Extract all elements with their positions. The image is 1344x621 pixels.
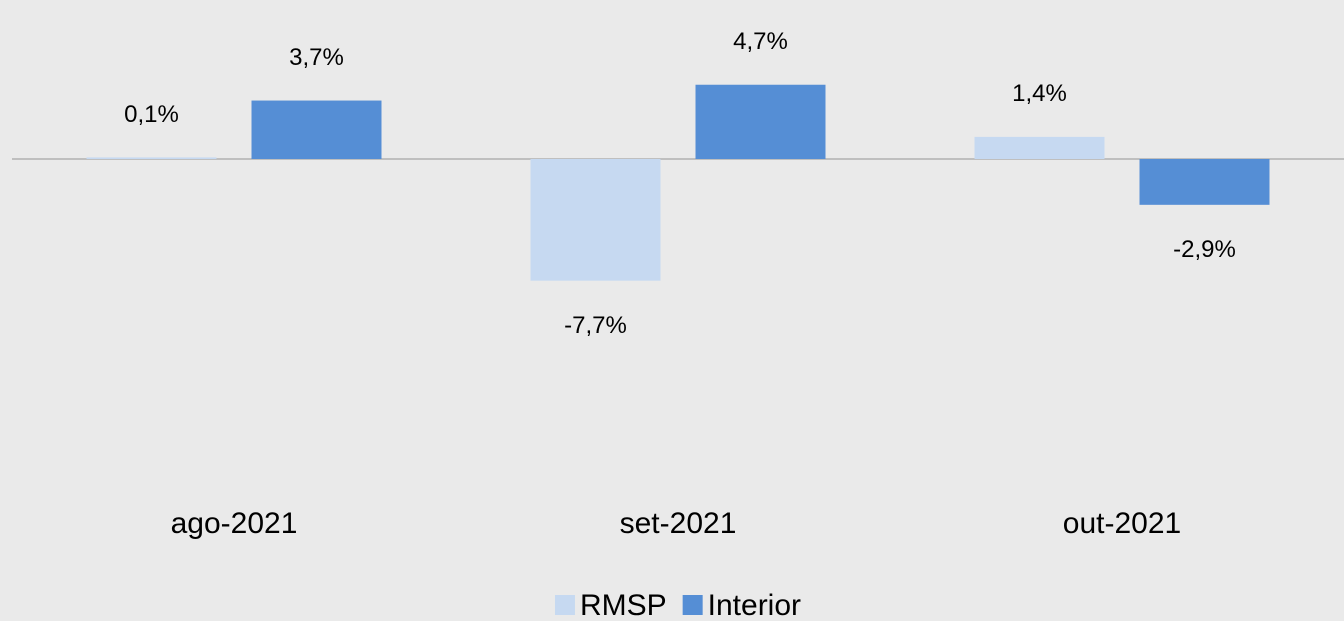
bar: [251, 100, 382, 159]
x-tick-label: ago-2021: [171, 507, 298, 540]
legend-label: Interior: [708, 589, 801, 621]
legend-swatch: [682, 595, 703, 615]
legend-swatch: [554, 595, 575, 615]
bar: [974, 136, 1105, 159]
bar: [530, 159, 661, 281]
bar: [1139, 159, 1270, 205]
x-tick-label: out-2021: [1063, 507, 1181, 540]
legend-label: RMSP: [580, 589, 667, 621]
data-label: 1,4%: [1012, 80, 1067, 107]
data-label: -7,7%: [564, 312, 627, 339]
data-label: 3,7%: [289, 44, 344, 71]
bar: [86, 157, 217, 159]
data-label: 0,1%: [124, 101, 179, 128]
x-tick-label: set-2021: [620, 507, 737, 540]
bar: [695, 84, 826, 159]
data-label: 4,7%: [733, 28, 788, 55]
legend: RMSP Interior: [554, 589, 801, 621]
data-label: -2,9%: [1173, 236, 1236, 263]
